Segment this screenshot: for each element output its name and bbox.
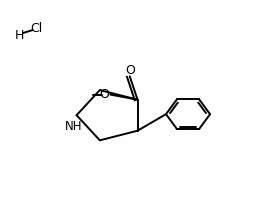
Text: H: H xyxy=(15,29,24,42)
Text: O: O xyxy=(99,88,109,101)
Text: O: O xyxy=(125,64,135,77)
Text: Cl: Cl xyxy=(30,22,42,35)
Text: NH: NH xyxy=(65,120,83,133)
